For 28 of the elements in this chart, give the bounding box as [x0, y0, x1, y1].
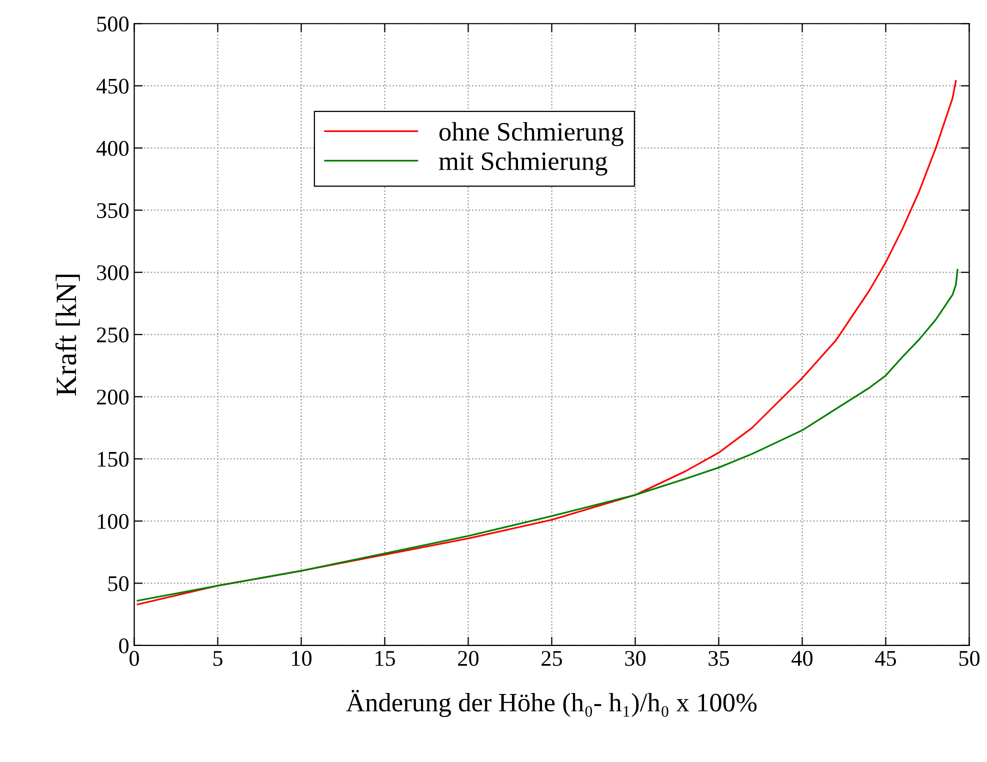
- x-tick-label: 35: [708, 650, 729, 666]
- y-tick-label: 50: [108, 576, 129, 592]
- x-axis-title: Änderung der Höhe (h₀- h₁)/h₀ x 100%: [346, 690, 757, 717]
- line-series: [136, 80, 957, 606]
- y-axis-title: Kraft [kN]: [55, 274, 80, 396]
- x-tick-label: 45: [875, 651, 896, 666]
- y-tick-label: 200: [97, 390, 129, 405]
- y-tick-label: 150: [98, 452, 129, 467]
- y-tick-label: 350: [97, 203, 129, 218]
- x-tick-label: 40: [792, 650, 812, 666]
- legend-label: ohne Schmierung: [439, 122, 624, 146]
- x-tick-label: 50: [959, 650, 980, 666]
- y-tick-label: 400: [96, 140, 129, 156]
- x-tick-label: 0: [130, 650, 139, 666]
- y-tick-label: 300: [97, 265, 129, 280]
- y-tick-label: 0: [119, 638, 129, 654]
- y-tick-label: 500: [97, 16, 129, 32]
- x-tick-label: 30: [625, 650, 646, 666]
- x-tick-label: 15: [376, 651, 395, 666]
- x-tick-label: 10: [292, 650, 312, 666]
- y-tick-label: 100: [98, 514, 129, 529]
- x-tick-label: 20: [458, 650, 478, 666]
- y-tick-label: 250: [97, 327, 129, 342]
- y-tick-label: 450: [96, 78, 129, 94]
- legend-label: mit Schmierung: [439, 152, 608, 176]
- line-series: [136, 269, 958, 602]
- x-tick-label: 25: [542, 650, 562, 666]
- x-tick-label: 5: [213, 651, 222, 666]
